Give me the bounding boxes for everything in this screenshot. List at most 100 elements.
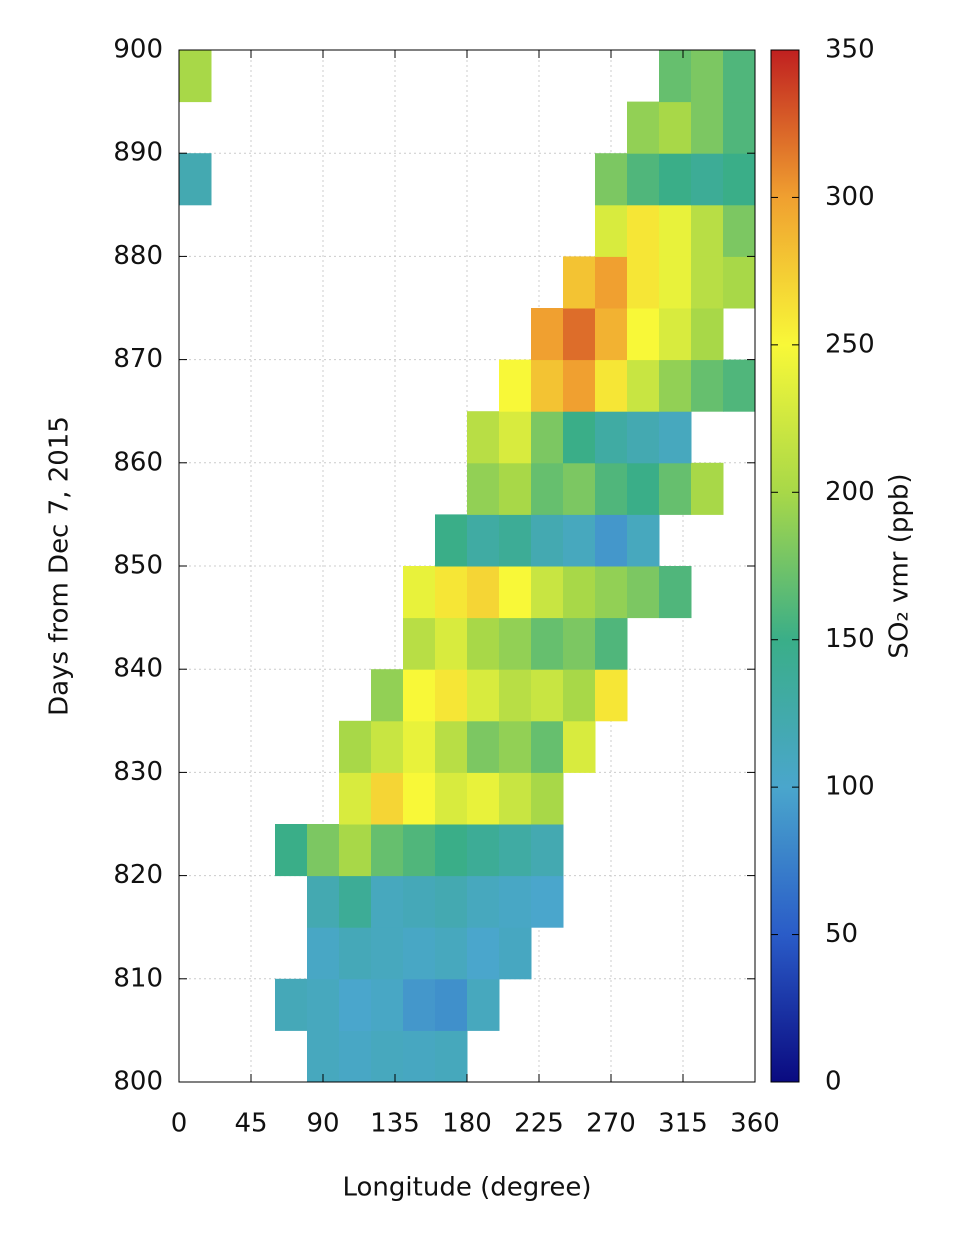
heatmap-cell: [659, 50, 692, 103]
heatmap-cell: [339, 875, 372, 928]
heatmap-cell: [627, 308, 660, 361]
heatmap-cell: [659, 566, 692, 619]
x-tick-label: 180: [442, 1109, 492, 1139]
heatmap-cell: [467, 462, 500, 515]
heatmap-cell: [435, 875, 468, 928]
y-tick-label: 850: [113, 551, 163, 581]
heatmap-cell: [371, 927, 404, 980]
heatmap-cell: [339, 1030, 372, 1083]
heatmap-cell: [563, 411, 596, 464]
heatmap-cell: [371, 772, 404, 825]
heatmap-cell: [435, 772, 468, 825]
heatmap-cell: [595, 669, 628, 722]
x-tick-label: 270: [586, 1109, 636, 1139]
colorbar-tick-label: 200: [825, 477, 875, 507]
x-tick-label: 0: [171, 1109, 188, 1139]
heatmap-cell: [339, 824, 372, 877]
colorbar-tick-label: 150: [825, 624, 875, 654]
heatmap-cell: [339, 772, 372, 825]
heatmap-cell: [659, 101, 692, 154]
heatmap-cell: [531, 411, 564, 464]
heatmap-cell: [563, 359, 596, 412]
x-tick-label: 315: [658, 1109, 708, 1139]
heatmap-cell: [595, 308, 628, 361]
heatmap-cell: [499, 617, 532, 670]
y-tick-label: 820: [113, 860, 163, 890]
heatmap-cell: [499, 824, 532, 877]
y-tick-label: 870: [113, 344, 163, 374]
y-tick-label: 810: [113, 963, 163, 993]
x-tick-label: 360: [730, 1109, 780, 1139]
x-tick-label: 45: [234, 1109, 267, 1139]
heatmap-cell: [531, 875, 564, 928]
heatmap-cell: [595, 411, 628, 464]
x-tick-label: 225: [514, 1109, 564, 1139]
heatmap-cell: [627, 462, 660, 515]
heatmap-cell: [563, 566, 596, 619]
heatmap-cell: [659, 256, 692, 309]
heatmap-cell: [691, 256, 724, 309]
heatmap-cell: [499, 927, 532, 980]
heatmap-cell: [531, 462, 564, 515]
heatmap-cell: [499, 514, 532, 567]
heatmap-cell: [659, 204, 692, 257]
y-axis-label: Days from Dec 7, 2015: [45, 416, 75, 716]
heatmap-cell: [371, 669, 404, 722]
heatmap-cell: [467, 514, 500, 567]
heatmap-cell: [563, 308, 596, 361]
heatmap-cell: [403, 875, 436, 928]
heatmap-cell: [467, 772, 500, 825]
heatmap-cell: [723, 153, 756, 206]
heatmap-cell: [435, 824, 468, 877]
heatmap-cell: [595, 153, 628, 206]
heatmap-cell: [179, 153, 212, 206]
heatmap-cell: [467, 978, 500, 1031]
heatmap-cell: [595, 514, 628, 567]
colorbar-label: SO₂ vmr (ppb): [885, 473, 915, 658]
heatmap-cell: [467, 411, 500, 464]
heatmap-cell: [595, 566, 628, 619]
colorbar-tick-label: 0: [825, 1067, 842, 1097]
colorbar: [770, 49, 800, 1083]
heatmap-cell: [435, 720, 468, 773]
heatmap-cell: [403, 669, 436, 722]
y-tick-label: 860: [113, 447, 163, 477]
heatmap-cell: [659, 308, 692, 361]
heatmap-cell: [531, 514, 564, 567]
heatmap-cell: [627, 514, 660, 567]
heatmap-cell: [691, 101, 724, 154]
heatmap-cell: [499, 875, 532, 928]
heatmap-cell: [403, 1030, 436, 1083]
heatmap-cell: [659, 153, 692, 206]
heatmap-cell: [595, 462, 628, 515]
heatmap-cell: [531, 720, 564, 773]
heatmap-cell: [467, 669, 500, 722]
x-axis-label: Longitude (degree): [343, 1173, 592, 1203]
heatmap-cell: [499, 772, 532, 825]
colorbar-tick-label: 350: [825, 35, 875, 65]
heatmap-cell: [499, 462, 532, 515]
heatmap-cell: [531, 359, 564, 412]
heatmap-cell: [435, 927, 468, 980]
colorbar-tick-label: 300: [825, 182, 875, 212]
heatmap-cell: [467, 824, 500, 877]
heatmap-cell: [307, 1030, 340, 1083]
heatmap-cell: [403, 720, 436, 773]
heatmap-cell: [499, 411, 532, 464]
heatmap-cell: [307, 824, 340, 877]
heatmap-cell: [627, 256, 660, 309]
heatmap-cell: [563, 669, 596, 722]
heatmap-cell: [435, 669, 468, 722]
heatmap-cell: [371, 875, 404, 928]
y-tick-label: 890: [113, 138, 163, 168]
heatmap-cell: [403, 978, 436, 1031]
y-tick-label: 900: [113, 35, 163, 65]
heatmap-cell: [627, 411, 660, 464]
heatmap-cell: [467, 927, 500, 980]
heatmap-cell: [435, 617, 468, 670]
heatmap-cell: [691, 308, 724, 361]
heatmap-cell: [627, 101, 660, 154]
heatmap-cell: [371, 978, 404, 1031]
heatmap-cell: [403, 617, 436, 670]
